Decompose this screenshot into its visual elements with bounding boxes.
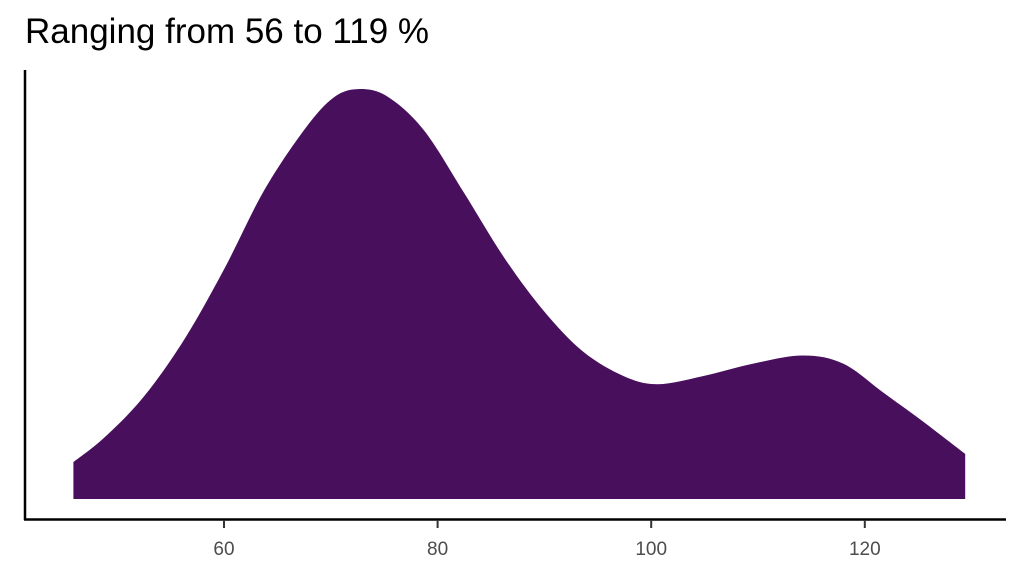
chart-title: Ranging from 56 to 119 %: [25, 12, 430, 51]
density-area: [73, 89, 966, 499]
x-tick-label: 120: [849, 539, 881, 560]
x-tick-label: 80: [427, 539, 448, 560]
x-tick-label: 100: [635, 539, 667, 560]
x-tick-label: 60: [213, 539, 234, 560]
x-axis-ticks: 60 80 100 120: [213, 520, 881, 560]
